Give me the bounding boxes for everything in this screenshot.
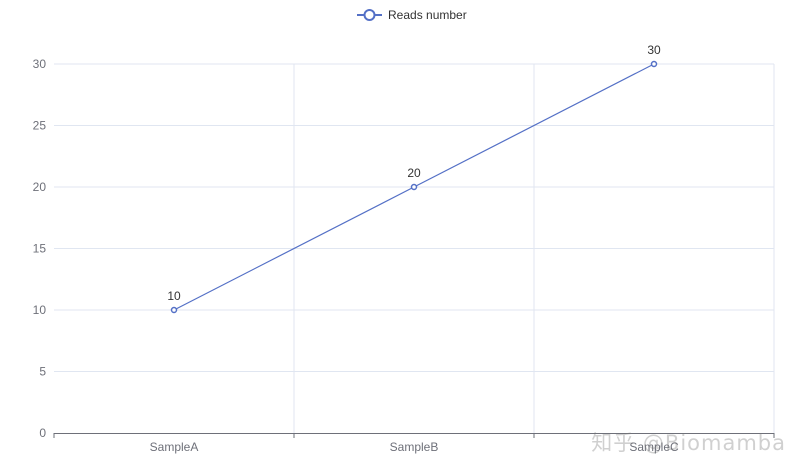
y-tick-label: 5 [39,365,46,379]
x-tick-label: SampleB [390,440,439,454]
legend-label: Reads number [388,8,467,22]
y-tick-label: 20 [33,180,47,194]
data-point[interactable] [170,306,178,314]
data-point[interactable] [410,183,418,191]
data-labels: 10 20 30 [167,43,661,303]
data-label: 20 [407,166,421,180]
y-tick-label: 15 [33,242,47,256]
y-tick-label: 25 [33,119,47,133]
x-tick-label: SampleA [150,440,199,454]
chart-legend[interactable]: Reads number [357,8,467,22]
data-point[interactable] [650,60,658,68]
grid-lines [54,63,775,433]
data-label: 30 [647,43,661,57]
x-axis: SampleA SampleB SampleC [53,433,775,454]
y-tick-label: 30 [33,57,47,71]
y-tick-label: 0 [39,426,46,440]
x-tick-label: SampleC [629,440,679,454]
y-tick-label: 10 [33,303,47,317]
series-reads-number [170,60,658,314]
legend-circle-marker [363,9,376,21]
data-label: 10 [167,289,181,303]
y-axis: 0 5 10 15 20 25 30 [33,57,47,440]
